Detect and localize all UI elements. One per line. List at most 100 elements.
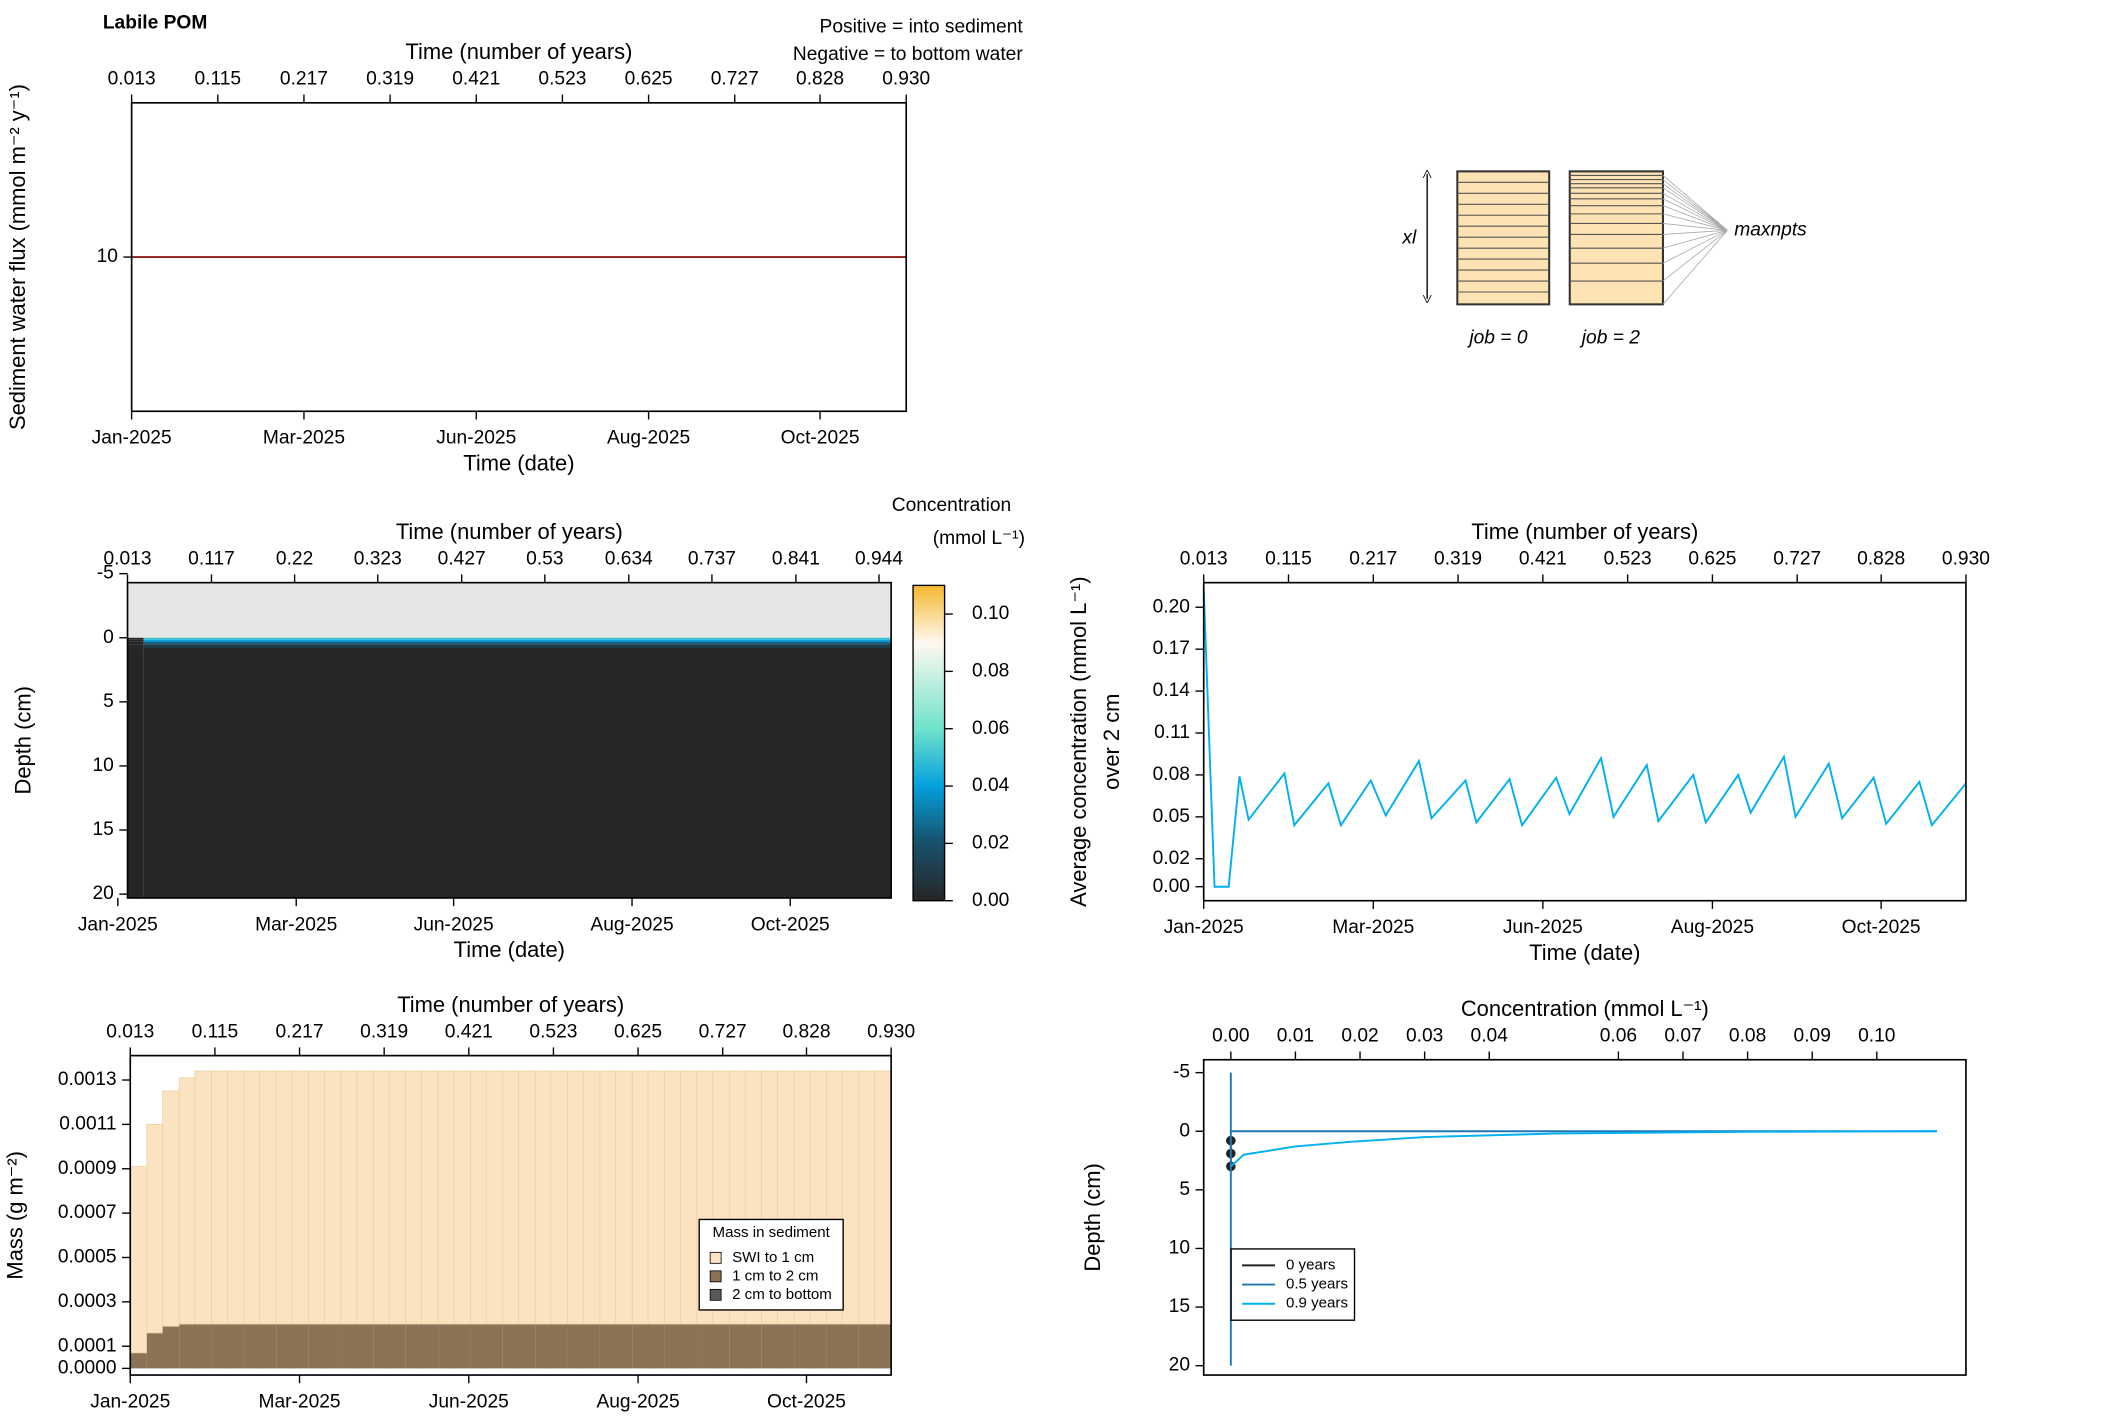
- heat-cell: [127, 648, 144, 898]
- y-tick-label: 0: [1179, 1120, 1190, 1141]
- bar-segment: [729, 1324, 746, 1369]
- x-top-axis-title: Time (number of years): [396, 519, 623, 544]
- x-date-tick-label: Oct-2025: [1842, 917, 1921, 938]
- y-tick-label: 20: [92, 883, 113, 904]
- bar-segment: [745, 1324, 762, 1369]
- job0-label: job = 0: [1466, 328, 1527, 349]
- x-top-tick-label: 0.421: [445, 1021, 493, 1042]
- bar-segment: [179, 1324, 196, 1369]
- bar-segment: [308, 1324, 326, 1369]
- y-tick-label: 5: [1179, 1179, 1190, 1200]
- x-top-tick-label: 0.115: [1265, 548, 1312, 569]
- bar-segment: [388, 1070, 407, 1325]
- bar-segment: [679, 1070, 698, 1325]
- bar-segment: [502, 1324, 520, 1369]
- bar-segment: [664, 1324, 682, 1369]
- heat-cell: [127, 641, 144, 645]
- bar-segment: [275, 1070, 294, 1325]
- bar-segment: [453, 1070, 471, 1325]
- heat-cell: [143, 641, 892, 645]
- x-top-tick-label: 0.03: [1406, 1025, 1443, 1046]
- x-date-tick-label: Jan-2025: [78, 914, 158, 935]
- bar-segment: [292, 1324, 309, 1369]
- bar-segment: [373, 1324, 390, 1369]
- bar-segment: [470, 1324, 488, 1369]
- y-tick-label: 0.05: [1153, 806, 1190, 827]
- x-top-tick-label: 0.10: [1858, 1025, 1895, 1046]
- x-top-tick-label: 0.828: [782, 1021, 830, 1042]
- y-axis-title: Mass (g m⁻²): [2, 1151, 27, 1279]
- heat-cell: [127, 644, 144, 649]
- bar-segment: [437, 1070, 456, 1325]
- bar-segment: [356, 1324, 374, 1369]
- x-axis-title: Time (date): [1529, 940, 1640, 965]
- x-date-tick-label: Jun-2025: [429, 1392, 509, 1413]
- x-date-tick-label: Aug-2025: [607, 428, 690, 449]
- bar-segment: [324, 1070, 342, 1325]
- bar-segment: [340, 1070, 359, 1325]
- bar-segment: [438, 1324, 455, 1369]
- plot-frame: [126, 581, 892, 899]
- bar-segment: [486, 1324, 503, 1369]
- x-top-axis-title: Time (number of years): [1471, 519, 1698, 544]
- x-top-tick-label: 0.323: [354, 548, 402, 569]
- colorbar-unit: (mmol L⁻¹): [933, 528, 1025, 549]
- bar-segment: [534, 1070, 553, 1325]
- y-axis-title: over 2 cm: [1099, 694, 1124, 790]
- x-date-tick-label: Oct-2025: [751, 914, 830, 935]
- x-date-tick-label: Jan-2025: [90, 1392, 170, 1413]
- y-tick-label: 10: [92, 755, 113, 776]
- x-top-tick-label: 0.625: [625, 69, 673, 90]
- heat-cell: [143, 582, 892, 638]
- bar-segment: [631, 1070, 650, 1325]
- bar-segment: [162, 1326, 180, 1369]
- bar-segment: [550, 1070, 568, 1325]
- bar-segment: [599, 1070, 617, 1325]
- heat-cell: [143, 637, 892, 640]
- y-tick-label: 0.0013: [58, 1069, 117, 1090]
- heat-cell: [127, 637, 144, 640]
- bar-segment: [583, 1324, 600, 1369]
- x-top-tick-label: 0.930: [1942, 548, 1990, 569]
- bar-segment: [680, 1324, 697, 1369]
- legend-title: Mass in sediment: [713, 1224, 831, 1241]
- x-top-tick-label: 0.115: [194, 69, 241, 90]
- y-tick-label: 0.0009: [58, 1158, 117, 1179]
- x-top-axis-title: Concentration (mmol L⁻¹): [1461, 996, 1709, 1021]
- legend-swatch: [709, 1288, 722, 1301]
- y-tick-label: 0.17: [1153, 638, 1190, 659]
- x-top-tick-label: 0.319: [1434, 548, 1482, 569]
- plot-area: [127, 582, 892, 898]
- x-top-tick-label: 0.727: [1773, 548, 1821, 569]
- y-tick-label: 0.0007: [58, 1202, 117, 1223]
- maxnpts-fan: [1662, 175, 1728, 305]
- x-date-tick-label: Aug-2025: [596, 1392, 679, 1413]
- bar-segment: [890, 1070, 892, 1325]
- bar-segment: [356, 1070, 374, 1325]
- bar-segment: [146, 1332, 164, 1369]
- bar-segment: [841, 1070, 860, 1325]
- y-tick-label: 0.14: [1153, 680, 1191, 701]
- y-tick-label: 20: [1169, 1355, 1190, 1376]
- y-tick-label: -5: [97, 563, 114, 584]
- x-top-tick-label: 0.930: [882, 69, 930, 90]
- x-date-tick-label: Aug-2025: [590, 914, 673, 935]
- bar-segment: [518, 1070, 536, 1325]
- job0-layers: [1457, 181, 1550, 293]
- bar-segment: [664, 1070, 682, 1325]
- bar-segment: [341, 1324, 358, 1369]
- y-tick-label: 0.0000: [58, 1357, 117, 1378]
- job0-box: [1456, 170, 1551, 306]
- x-date-tick-label: Jun-2025: [436, 428, 516, 449]
- colorbar-title: Concentration: [892, 495, 1011, 516]
- y-axis-title: Sediment water flux (mmol m⁻² y⁻¹): [5, 84, 30, 430]
- y-tick-label: 15: [92, 819, 113, 840]
- bar-segment: [518, 1324, 536, 1369]
- x-top-tick-label: 0.523: [1604, 548, 1652, 569]
- xl-label: xl: [1401, 228, 1417, 249]
- y-axis-title: Depth (cm): [10, 686, 35, 794]
- bar-segment: [453, 1324, 471, 1369]
- x-top-tick-label: 0.523: [538, 69, 586, 90]
- bar-segment: [809, 1324, 827, 1369]
- bar-segment: [324, 1324, 342, 1369]
